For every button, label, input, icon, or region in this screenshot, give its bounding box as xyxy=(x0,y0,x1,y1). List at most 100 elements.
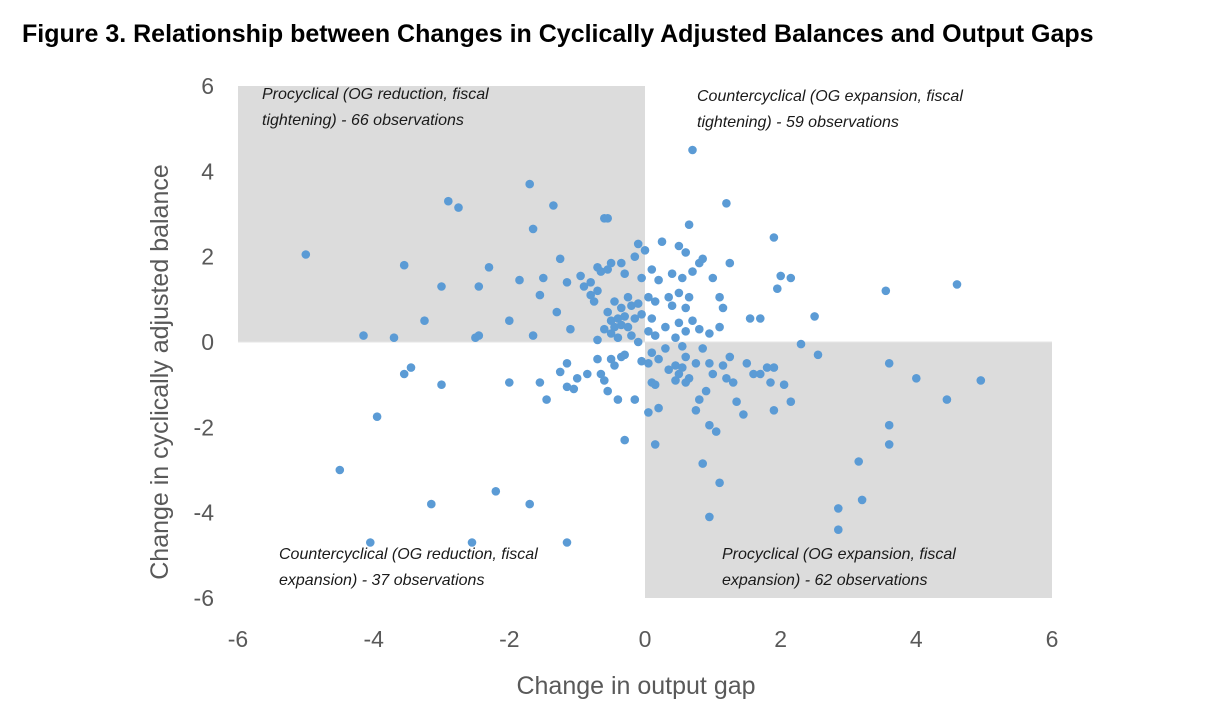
data-point xyxy=(613,314,623,323)
data-point xyxy=(657,237,667,246)
data-point xyxy=(664,292,673,302)
data-point xyxy=(834,504,843,513)
data-point xyxy=(606,258,616,268)
data-point xyxy=(437,282,446,291)
data-point xyxy=(674,369,684,379)
data-point xyxy=(613,395,623,404)
data-point xyxy=(406,363,416,372)
data-point xyxy=(372,412,382,422)
quadrant-label-bottom-left: Countercyclical (OG reduction, fiscal xyxy=(279,546,538,563)
x-tick-label: 2 xyxy=(774,626,787,652)
data-point xyxy=(603,214,612,223)
data-point xyxy=(640,246,650,255)
quadrant-label-top-right: tightening) - 59 observations xyxy=(697,114,899,131)
data-point xyxy=(674,288,684,298)
data-point xyxy=(857,495,867,505)
data-point xyxy=(647,348,657,358)
data-point xyxy=(586,278,595,287)
data-point xyxy=(467,538,477,547)
data-point xyxy=(535,378,545,387)
data-point xyxy=(688,316,697,326)
data-point xyxy=(589,297,599,306)
data-point xyxy=(671,333,680,343)
data-point xyxy=(684,292,694,302)
shaded-quadrants xyxy=(238,86,1052,598)
data-point xyxy=(691,359,701,368)
data-point xyxy=(688,145,697,155)
data-point xyxy=(681,248,690,257)
data-point xyxy=(644,327,653,336)
data-point xyxy=(569,384,579,394)
data-point xyxy=(600,324,609,334)
quadrant-top-left-shade xyxy=(238,86,645,342)
data-point xyxy=(539,273,548,283)
data-point xyxy=(884,359,894,368)
quadrant-label-bottom-right: Procyclical (OG expansion, fiscal xyxy=(722,546,956,563)
data-point xyxy=(681,352,690,362)
data-point xyxy=(542,395,551,404)
data-point xyxy=(654,403,663,413)
data-point xyxy=(528,224,538,234)
data-point xyxy=(579,282,589,291)
data-point xyxy=(603,265,612,274)
data-point xyxy=(715,478,724,488)
data-point xyxy=(454,203,463,212)
data-point xyxy=(834,525,843,534)
data-point xyxy=(674,241,684,251)
data-point xyxy=(647,314,657,323)
data-point xyxy=(942,395,952,404)
data-point xyxy=(610,361,619,370)
data-point xyxy=(600,376,609,385)
data-point xyxy=(647,265,657,274)
quadrant-label-top-right: Countercyclical (OG expansion, fiscal xyxy=(697,88,963,105)
y-tick-label: 2 xyxy=(201,244,214,270)
data-point xyxy=(630,395,640,404)
data-point xyxy=(776,271,785,281)
data-point xyxy=(654,354,663,364)
data-point xyxy=(715,322,724,332)
data-point xyxy=(769,363,779,372)
data-point xyxy=(484,263,494,272)
data-point xyxy=(610,322,619,332)
data-point xyxy=(769,406,779,415)
data-points xyxy=(301,145,986,547)
y-tick-label: 4 xyxy=(201,158,214,184)
data-point xyxy=(335,465,345,475)
data-point xyxy=(912,374,921,383)
data-point xyxy=(691,406,701,415)
data-point xyxy=(722,374,731,383)
data-point xyxy=(644,359,653,368)
y-tick-label: 6 xyxy=(201,73,214,99)
data-point xyxy=(769,233,779,242)
data-point xyxy=(637,356,646,366)
figure-title: Figure 3. Relationship between Changes i… xyxy=(22,20,1094,48)
data-point xyxy=(633,239,643,249)
data-point xyxy=(623,322,633,332)
quadrant-bottom-right-shade xyxy=(645,342,1052,598)
data-point xyxy=(813,350,823,360)
x-tick-label: -6 xyxy=(228,626,248,652)
data-point xyxy=(623,292,633,302)
y-axis-label: Change in cyclically adjusted balance xyxy=(146,164,174,580)
data-point xyxy=(701,386,711,396)
data-point xyxy=(603,307,612,317)
data-point xyxy=(576,271,585,281)
data-point xyxy=(593,354,602,364)
data-point xyxy=(562,359,572,368)
data-point xyxy=(617,258,626,268)
data-point xyxy=(620,312,629,321)
data-point xyxy=(617,303,626,313)
x-tick-label: 0 xyxy=(639,626,652,652)
data-point xyxy=(705,512,714,522)
data-point xyxy=(678,273,687,283)
data-point xyxy=(562,538,572,547)
data-point xyxy=(725,352,735,362)
data-point xyxy=(884,440,894,449)
data-point xyxy=(810,312,819,321)
data-point xyxy=(722,199,731,208)
data-point xyxy=(854,457,863,466)
data-point xyxy=(366,538,375,547)
data-point xyxy=(661,322,670,332)
data-point xyxy=(728,378,738,387)
data-point xyxy=(633,299,643,308)
